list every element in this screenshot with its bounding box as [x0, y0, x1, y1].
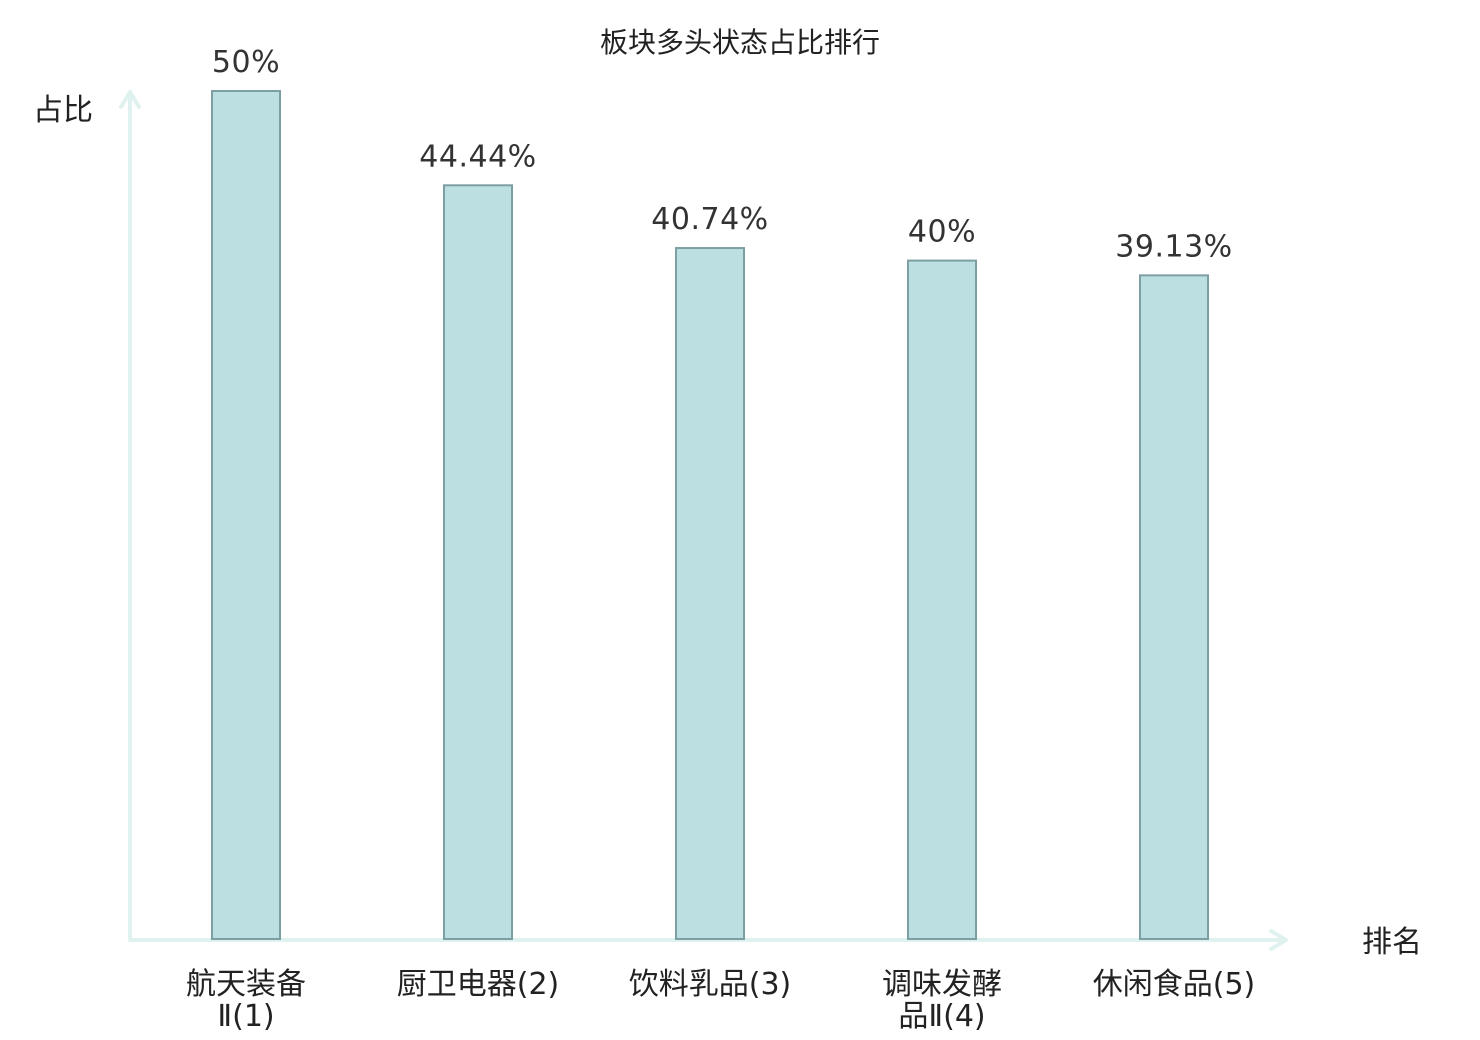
- y-axis-label: 占比: [33, 93, 93, 128]
- bar-5: [1139, 274, 1209, 940]
- bars-group: [211, 90, 1209, 941]
- category-label-5: 休闲食品(5): [1093, 967, 1256, 1002]
- category-label-1-line-1: 航天装备: [186, 967, 306, 1002]
- bar-1: [211, 90, 281, 940]
- value-label-5: 39.13%: [1115, 229, 1232, 264]
- category-label-4-line-2: 品Ⅱ(4): [898, 999, 985, 1034]
- value-label-3: 40.74%: [651, 202, 768, 237]
- chart-title: 板块多头状态占比排行: [600, 26, 880, 59]
- value-label-2: 44.44%: [419, 139, 536, 174]
- category-label-3: 饮料乳品(3): [629, 967, 792, 1002]
- value-labels-group: 50% 44.44% 40.74% 40% 39.13%: [212, 45, 1232, 264]
- value-label-1: 50%: [212, 45, 280, 80]
- bar-2: [443, 184, 513, 940]
- x-axis: [128, 929, 1288, 951]
- value-label-4: 40%: [908, 215, 976, 250]
- bar-4: [907, 259, 977, 941]
- category-label-4-line-1: 调味发酵: [882, 967, 1002, 1002]
- y-axis: [119, 90, 141, 940]
- category-label-1-line-2: Ⅱ(1): [217, 999, 274, 1034]
- bar-3: [675, 247, 745, 940]
- category-label-2: 厨卫电器(2): [397, 967, 560, 1002]
- x-axis-label: 排名: [1362, 925, 1422, 960]
